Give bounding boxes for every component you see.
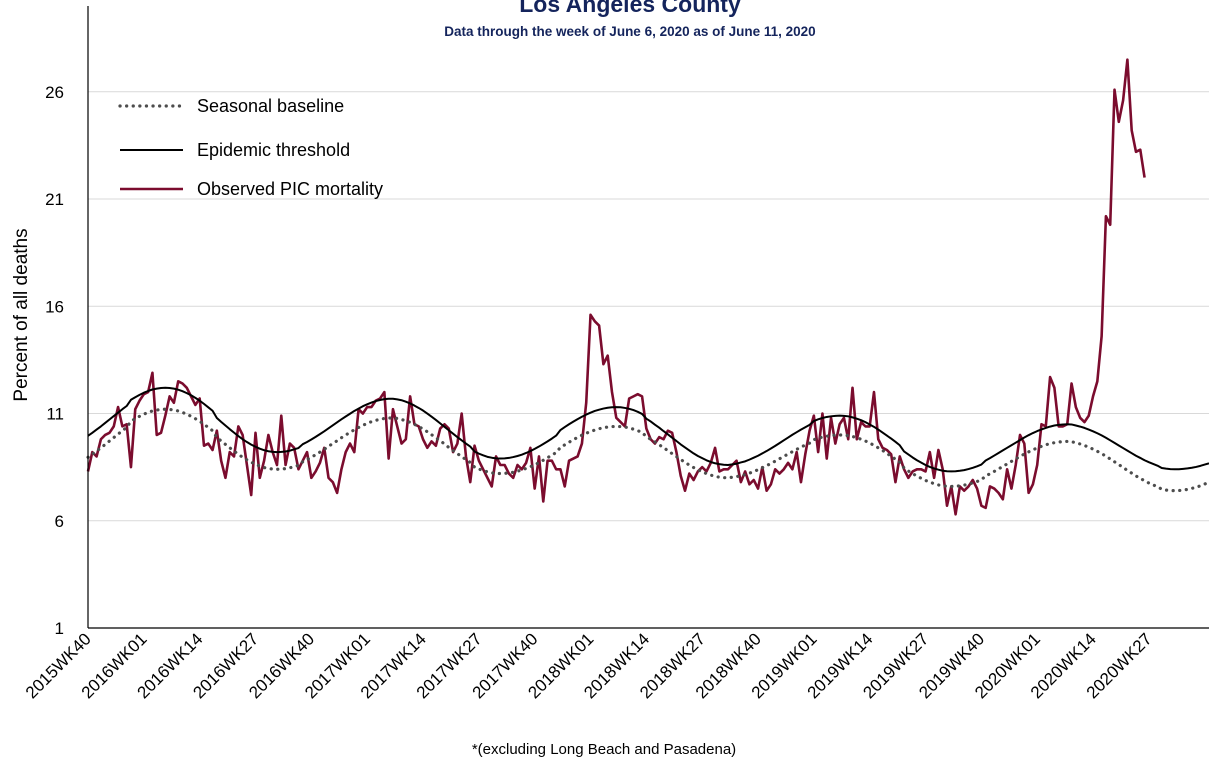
legend-label: Observed PIC mortality [197,179,383,199]
y-tick-label: 26 [45,83,64,102]
y-tick-label: 11 [46,405,64,424]
y-tick-label: 21 [45,190,64,209]
y-tick-label: 1 [55,619,64,638]
y-tick-label: 16 [45,297,64,316]
series-line [86,58,1146,516]
legend-label: Seasonal baseline [197,96,344,116]
y-axis-title: Percent of all deaths [11,228,32,401]
plot-lines [86,58,1209,516]
chart-title: Los Angeles County [519,0,741,17]
y-tick-label: 6 [55,512,64,531]
legend-label: Epidemic threshold [197,140,350,160]
legend: Seasonal baseline Epidemic threshold Obser… [118,96,383,199]
series-line [87,386,1209,473]
grid [88,91,1209,522]
chart-subtitle: Data through the week of June 6, 2020 as… [444,24,815,39]
footnote: *(excluding Long Beach and Pasadena) [472,741,736,758]
series-line [86,407,1209,493]
